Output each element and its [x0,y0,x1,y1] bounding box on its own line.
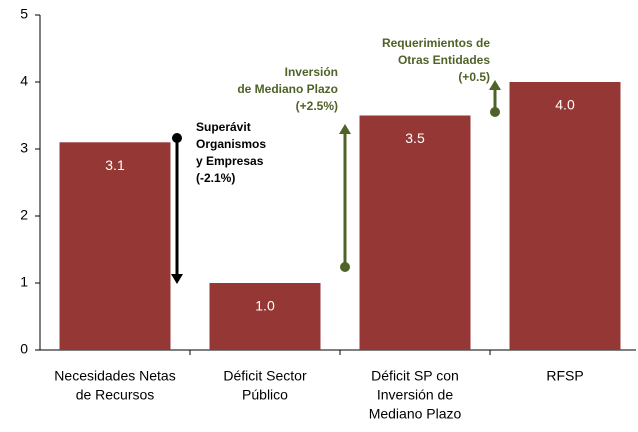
arrow-head [489,80,501,90]
annotation-text: de Mediano Plazo [237,82,338,96]
bar [509,82,621,350]
annotation-dot [340,262,350,272]
arrow-head [339,124,351,134]
x-tick-label: Déficit SP con [371,368,459,384]
value-label: 3.5 [405,130,425,146]
bar [209,283,321,350]
annotation-text: (+0.5) [458,70,490,84]
y-tick-label: 0 [20,341,28,357]
y-tick-label: 1 [20,274,28,290]
x-tick-label: Mediano Plazo [369,406,462,422]
x-tick-label: Déficit Sector [223,368,307,384]
x-tick-label: RFSP [546,368,583,384]
x-tick-label: Público [242,387,288,403]
bar [59,142,171,350]
annotation-text: (+2.5%) [296,99,338,113]
x-tick-label: Inversión de [377,387,453,403]
annotation-text: Organismos [196,137,266,151]
bar [359,115,471,350]
y-tick-label: 5 [20,6,28,22]
value-label: 1.0 [255,298,275,314]
annotation-text: y Empresas [196,154,264,168]
x-tick-label: de Recursos [76,387,155,403]
y-tick-label: 3 [20,140,28,156]
value-label: 3.1 [105,157,125,173]
annotation-dot [490,107,500,117]
x-tick-label: Necesidades Netas [54,368,175,384]
value-label: 4.0 [555,97,575,113]
annotation-text: Superávit [196,120,251,134]
annotation-text: Inversión [285,65,338,79]
annotation-text: Otras Entidades [398,53,490,67]
annotation-text: Requerimientos de [382,36,490,50]
y-tick-label: 2 [20,207,28,223]
y-tick-label: 4 [20,73,28,89]
annotation-dot [172,133,182,143]
annotation-text: (-2.1%) [196,171,235,185]
arrow-head [171,274,183,284]
